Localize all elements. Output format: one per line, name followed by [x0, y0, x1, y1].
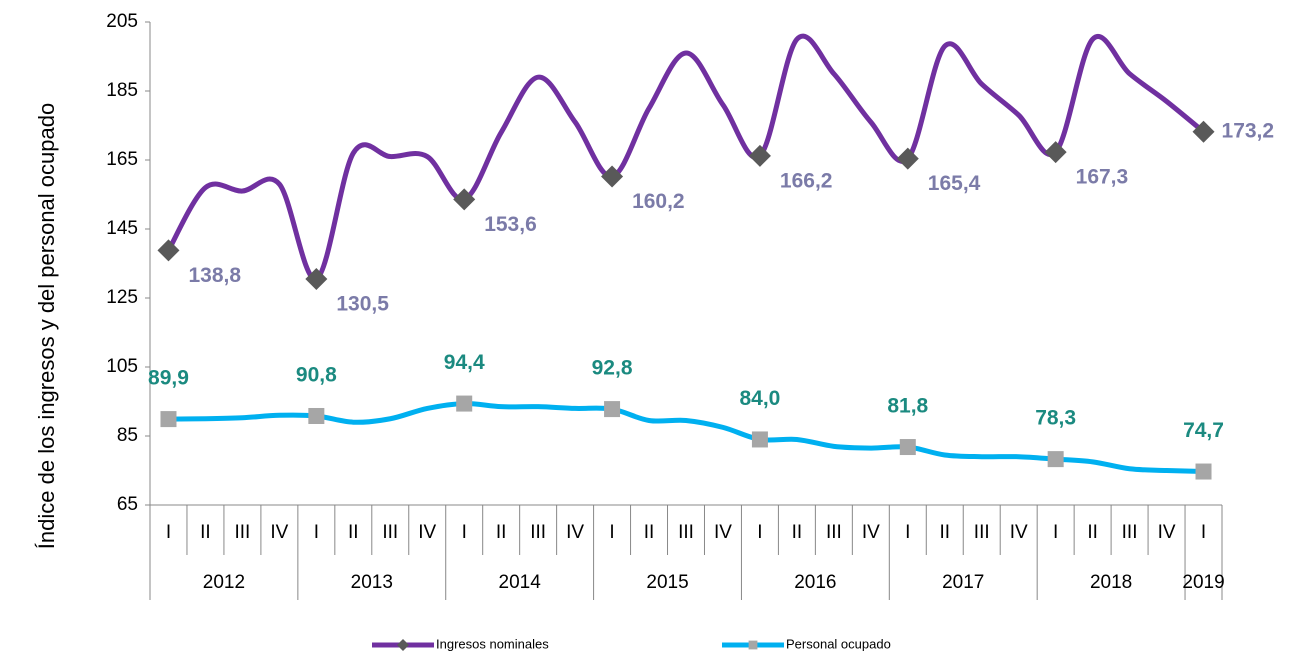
- y-tick-label: 205: [106, 11, 138, 32]
- data-point: [305, 268, 328, 291]
- legend-marker: [396, 638, 410, 652]
- year-label: 2018: [1090, 572, 1132, 593]
- data-label: 166,2: [780, 169, 833, 192]
- data-label: 90,8: [296, 364, 337, 387]
- data-point: [601, 165, 624, 188]
- data-label: 94,4: [444, 351, 485, 374]
- data-label: 165,4: [928, 172, 981, 195]
- x-tick-label: II: [939, 522, 950, 543]
- data-point: [899, 439, 916, 456]
- x-tick-label: I: [314, 522, 319, 543]
- x-tick-label: II: [200, 522, 211, 543]
- data-point: [748, 144, 771, 167]
- data-point: [751, 431, 768, 448]
- data-point: [1044, 141, 1067, 164]
- data-point: [1195, 463, 1212, 480]
- year-label: 2019: [1182, 572, 1224, 593]
- x-tick-label: III: [678, 522, 694, 543]
- year-label: 2015: [646, 572, 688, 593]
- data-label: 92,8: [592, 357, 633, 380]
- x-tick-label: III: [974, 522, 990, 543]
- data-point: [456, 395, 473, 412]
- y-tick-label: 185: [106, 80, 138, 101]
- x-tick-label: III: [382, 522, 398, 543]
- x-tick-label: III: [234, 522, 250, 543]
- series-line: [166, 33, 1206, 282]
- x-tick-label: II: [644, 522, 655, 543]
- x-tick-label: I: [905, 522, 910, 543]
- y-tick-label: 65: [117, 494, 138, 515]
- data-label: 74,7: [1183, 419, 1224, 442]
- x-tick-label: IV: [1010, 522, 1028, 543]
- data-label: 84,0: [739, 387, 780, 410]
- series-line: [168, 401, 1204, 475]
- data-point: [896, 147, 919, 170]
- y-tick-label: 85: [117, 425, 138, 446]
- x-tick-label: III: [1122, 522, 1138, 543]
- x-tick-label: I: [1201, 522, 1206, 543]
- x-tick-label: IV: [714, 522, 732, 543]
- year-label: 2016: [794, 572, 836, 593]
- x-tick-label: I: [462, 522, 467, 543]
- x-tick-label: IV: [270, 522, 288, 543]
- y-tick-label: 145: [106, 218, 138, 239]
- x-tick-label: I: [757, 522, 762, 543]
- legend-label: Ingresos nominales: [436, 636, 549, 651]
- data-label: 81,8: [887, 395, 928, 418]
- x-tick-label: IV: [418, 522, 436, 543]
- x-tick-label: IV: [566, 522, 584, 543]
- data-label: 153,6: [484, 213, 537, 236]
- x-tick-label: II: [496, 522, 507, 543]
- data-point: [453, 188, 476, 211]
- y-tick-label: 125: [106, 287, 138, 308]
- year-label: 2014: [499, 572, 542, 593]
- data-point: [157, 239, 180, 262]
- legend-marker: [748, 640, 758, 650]
- data-point: [1192, 120, 1215, 143]
- year-label: 2017: [942, 572, 984, 593]
- data-label: 138,8: [188, 264, 241, 287]
- x-tick-label: II: [348, 522, 359, 543]
- data-point: [1047, 451, 1064, 468]
- data-label: 160,2: [632, 190, 685, 213]
- x-tick-label: I: [166, 522, 171, 543]
- x-tick-label: II: [792, 522, 803, 543]
- data-label: 89,9: [148, 367, 189, 390]
- x-tick-label: I: [609, 522, 614, 543]
- data-label: 173,2: [1222, 119, 1275, 142]
- data-point: [308, 407, 325, 424]
- x-tick-label: III: [826, 522, 842, 543]
- x-tick-label: II: [1087, 522, 1098, 543]
- data-point: [604, 401, 621, 418]
- year-label: 2012: [203, 572, 245, 593]
- data-label: 130,5: [336, 293, 389, 316]
- year-label: 2013: [351, 572, 393, 593]
- y-tick-label: 165: [106, 149, 138, 170]
- y-axis-label: Índice de los ingresos y del personal oc…: [34, 103, 59, 549]
- data-label: 78,3: [1035, 407, 1076, 430]
- x-tick-label: III: [530, 522, 546, 543]
- x-tick-label: IV: [1158, 522, 1176, 543]
- data-label: 167,3: [1076, 166, 1129, 189]
- legend-label: Personal ocupado: [786, 636, 891, 651]
- x-tick-label: I: [1053, 522, 1058, 543]
- y-tick-label: 105: [106, 356, 138, 377]
- data-point: [160, 411, 177, 428]
- x-tick-label: IV: [862, 522, 880, 543]
